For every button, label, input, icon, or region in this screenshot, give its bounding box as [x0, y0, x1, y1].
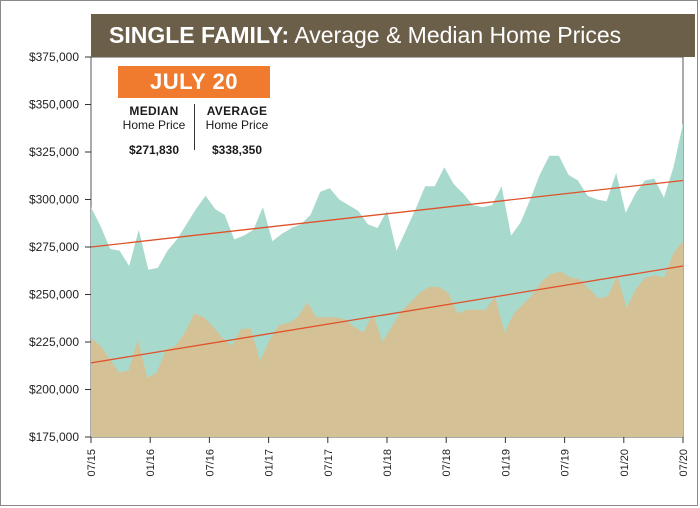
x-tick-label: 07/18 — [441, 449, 453, 477]
x-tick-label: 01/16 — [145, 449, 157, 477]
y-tick-label: $225,000 — [29, 335, 79, 349]
average-value: $338,350 — [211, 143, 263, 157]
average-sublabel: Home Price — [205, 118, 269, 132]
median-value: $271,830 — [128, 143, 180, 157]
average-label: AVERAGE — [206, 104, 268, 118]
trend-line-median — [90, 265, 684, 364]
average-stat: AVERAGE Home Price $338,350 — [195, 104, 279, 158]
x-tick-label: 07/15 — [86, 449, 98, 477]
y-tick-label: $325,000 — [29, 145, 79, 159]
chart-title: SINGLE FAMILY: Average & Median Home Pri… — [91, 14, 695, 57]
x-tick-label: 01/20 — [619, 449, 631, 477]
x-tick-label: 01/19 — [500, 449, 512, 477]
series-area-median — [91, 241, 683, 437]
x-tick-label: 07/16 — [204, 449, 216, 477]
stat-divider — [194, 104, 195, 150]
chart-title-bold: SINGLE FAMILY: — [109, 22, 290, 48]
y-tick-label: $300,000 — [29, 193, 79, 207]
x-tick-label: 01/18 — [382, 449, 394, 477]
median-stat: MEDIAN Home Price $271,830 — [112, 104, 196, 158]
y-tick-label: $250,000 — [29, 288, 79, 302]
trend-line-average — [90, 179, 684, 248]
y-tick-label: $350,000 — [29, 98, 79, 112]
median-sublabel: Home Price — [122, 118, 186, 132]
x-tick-label: 07/17 — [323, 449, 335, 477]
y-tick-label: $200,000 — [29, 383, 79, 397]
y-tick-label: $175,000 — [29, 430, 79, 444]
date-badge: JULY 20 — [118, 66, 270, 98]
y-tick-label: $375,000 — [29, 50, 79, 64]
y-tick-label: $275,000 — [29, 240, 79, 254]
x-tick-label: 01/17 — [264, 449, 276, 477]
x-tick-label: 07/20 — [678, 449, 690, 477]
median-label: MEDIAN — [129, 104, 179, 118]
chart-title-rest: Average & Median Home Prices — [294, 22, 622, 48]
x-tick-label: 07/19 — [560, 449, 572, 477]
